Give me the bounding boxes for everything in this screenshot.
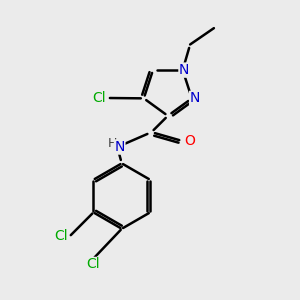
- Text: Cl: Cl: [55, 229, 68, 243]
- Text: H: H: [107, 137, 117, 150]
- Text: Cl: Cl: [93, 91, 106, 105]
- Text: O: O: [184, 134, 195, 148]
- Text: N: N: [179, 63, 189, 77]
- Text: N: N: [190, 92, 200, 105]
- Text: Cl: Cl: [87, 257, 100, 272]
- Text: N: N: [115, 140, 125, 154]
